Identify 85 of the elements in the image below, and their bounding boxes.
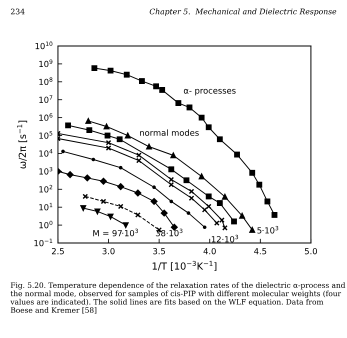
y-tick-label: 10$^{3}$	[39, 166, 52, 175]
point	[118, 166, 122, 170]
y-tick-label: 10$^{4}$	[39, 149, 52, 157]
point	[188, 188, 194, 194]
point	[136, 158, 142, 164]
point	[206, 193, 212, 200]
x-tick-label: 5.0	[304, 248, 317, 254]
point	[106, 140, 112, 146]
y-tick-label: 10$^{1}$	[39, 202, 52, 210]
point	[61, 150, 65, 154]
point	[216, 200, 223, 206]
point	[135, 212, 141, 218]
point	[168, 166, 174, 172]
point	[216, 136, 223, 142]
point	[100, 198, 106, 204]
point	[169, 200, 174, 204]
point	[117, 183, 124, 190]
y-tick-label: 10$^{5}$	[39, 131, 52, 139]
point	[186, 211, 190, 215]
point	[65, 122, 71, 128]
y-tick-label: 10$^{2}$	[39, 184, 52, 192]
point	[198, 114, 205, 121]
point	[256, 182, 262, 188]
point	[188, 195, 194, 201]
point	[168, 176, 174, 182]
point	[264, 198, 270, 204]
point	[86, 127, 92, 134]
point	[153, 83, 160, 90]
x-tick-label: 3.5	[153, 248, 166, 254]
point	[80, 205, 86, 212]
point	[122, 222, 129, 228]
point	[202, 207, 208, 213]
y-axis-title: ω/2π [s$^{−1}$]	[17, 120, 28, 168]
point	[206, 204, 212, 210]
y-tick-label: 10$^{8}$	[39, 77, 52, 86]
point	[206, 124, 212, 130]
point	[184, 177, 190, 184]
point	[186, 104, 192, 110]
annotation: 38·10$^{3}$	[156, 228, 182, 236]
point	[100, 178, 107, 185]
point	[136, 152, 142, 158]
annotation: M = 97·10$^{3}$	[93, 228, 138, 236]
point	[159, 87, 166, 93]
point	[106, 145, 112, 151]
y-tick-label: 10$^{−1}$	[34, 238, 52, 246]
point	[150, 198, 158, 205]
point	[239, 212, 246, 219]
y-tick-label: 10$^{10}$	[36, 42, 52, 50]
point	[222, 194, 228, 200]
point	[234, 152, 240, 158]
point	[66, 171, 74, 178]
point	[124, 72, 130, 78]
point	[168, 182, 174, 188]
point	[104, 132, 110, 138]
annotation: α- processes	[184, 88, 236, 96]
y-tick-label: 10$^{9}$	[39, 59, 52, 68]
x-tick-label: 4.5	[254, 248, 266, 254]
x-tick-label: 3.0	[102, 248, 115, 254]
x-tick-label: 2.5	[52, 248, 64, 254]
point	[272, 212, 278, 218]
point	[91, 65, 98, 72]
y-tick-label: 10$^{7}$	[39, 95, 52, 103]
annotation: 12·10$^{3}$	[212, 234, 238, 242]
x-axis-title: 1/T [10$^{−3}$K$^{−1}$]	[152, 260, 216, 271]
point	[139, 78, 145, 84]
point	[92, 158, 96, 162]
point	[84, 174, 91, 182]
point	[160, 210, 168, 217]
point	[82, 194, 88, 200]
point	[231, 218, 237, 224]
x-tick-label: 4.0	[204, 248, 216, 254]
point	[175, 100, 182, 106]
point	[249, 170, 256, 176]
y-tick-label: 10$^{0}$	[39, 220, 52, 228]
point	[249, 226, 256, 233]
point	[118, 204, 124, 210]
point	[202, 225, 206, 230]
y-tick-label: 10$^{6}$	[39, 113, 52, 121]
point	[134, 190, 142, 196]
point	[108, 68, 114, 74]
point	[116, 136, 123, 142]
annotation: 5·10$^{3}$	[257, 226, 278, 234]
point	[170, 152, 176, 158]
point	[152, 185, 156, 190]
annotation: normal modes	[140, 129, 199, 136]
